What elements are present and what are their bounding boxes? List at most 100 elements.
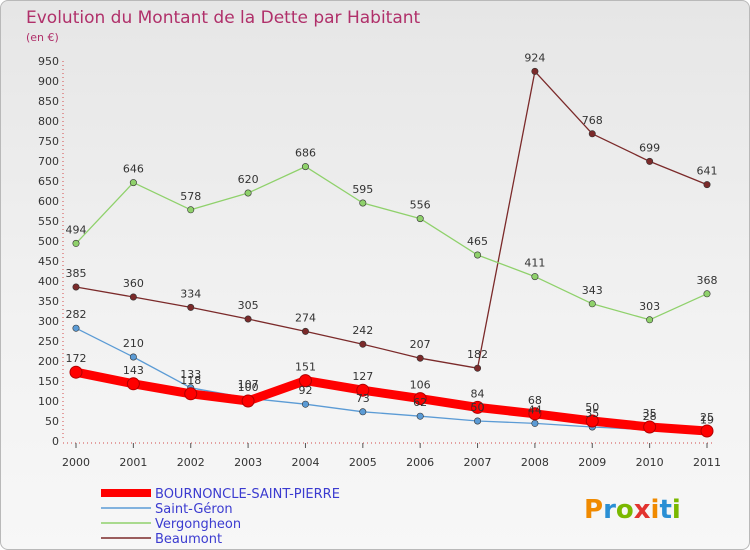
data-label: 106 — [410, 379, 431, 392]
proxiti-logo: Proxiti — [584, 495, 681, 525]
series-layer — [69, 67, 714, 438]
data-label: 19 — [700, 413, 714, 426]
series-2 — [72, 163, 711, 324]
data-label: 274 — [295, 311, 316, 324]
data-point — [356, 383, 370, 397]
data-point — [646, 316, 654, 324]
y-tick-label: 550 — [38, 215, 59, 228]
legend: BOURNONCLE-SAINT-PIERRESaint-GéronVergon… — [101, 487, 340, 547]
logo-letter: i — [672, 495, 681, 525]
data-label: 595 — [352, 183, 373, 196]
x-tick-label: 2000 — [62, 456, 90, 469]
y-tick-label: 150 — [38, 375, 59, 388]
data-label: 133 — [180, 368, 201, 381]
legend-label: Saint-Géron — [155, 502, 233, 517]
data-label: 385 — [66, 267, 87, 280]
data-point — [471, 400, 485, 414]
x-tick-label: 2008 — [521, 456, 549, 469]
data-point — [187, 206, 195, 214]
data-point — [241, 394, 255, 408]
data-label: 151 — [295, 361, 316, 374]
data-label: 182 — [467, 348, 488, 361]
x-tick-label: 2007 — [464, 456, 492, 469]
data-point — [129, 293, 137, 301]
data-label: 494 — [66, 223, 87, 236]
y-tick-label: 250 — [38, 335, 59, 348]
data-point — [528, 407, 542, 421]
data-point — [646, 157, 654, 165]
data-label: 100 — [238, 381, 259, 394]
data-label: 368 — [697, 274, 718, 287]
data-label: 556 — [410, 199, 431, 212]
y-tick-label: 450 — [38, 255, 59, 268]
y-tick-label: 900 — [38, 75, 59, 88]
data-point — [531, 67, 539, 75]
data-point — [474, 364, 482, 372]
data-point — [184, 387, 198, 401]
data-point — [531, 273, 539, 281]
data-label: 207 — [410, 338, 431, 351]
data-label: 641 — [697, 165, 718, 178]
data-label: 172 — [66, 352, 87, 365]
data-point — [703, 290, 711, 298]
data-point — [359, 408, 367, 416]
data-point — [301, 327, 309, 335]
data-label: 303 — [639, 300, 660, 313]
data-label: 343 — [582, 284, 603, 297]
data-point — [298, 374, 312, 388]
data-label: 68 — [528, 394, 542, 407]
data-label: 646 — [123, 163, 144, 176]
data-label: 50 — [585, 401, 599, 414]
series-line — [75, 70, 708, 369]
data-point — [69, 365, 83, 379]
data-point — [359, 340, 367, 348]
data-point — [244, 189, 252, 197]
y-tick-label: 700 — [38, 155, 59, 168]
data-point — [700, 424, 714, 438]
series-line — [75, 165, 708, 321]
x-tick-label: 2002 — [177, 456, 205, 469]
data-label: 118 — [180, 374, 201, 387]
logo-text: Proxiti — [584, 495, 681, 525]
data-label: 35 — [585, 407, 599, 420]
data-label: 210 — [123, 337, 144, 350]
data-point — [126, 377, 140, 391]
x-tick-label: 2001 — [119, 456, 147, 469]
y-tick-label: 350 — [38, 295, 59, 308]
data-label: 924 — [524, 51, 545, 64]
data-point — [588, 300, 596, 308]
data-label: 305 — [238, 299, 259, 312]
y-tick-label: 300 — [38, 315, 59, 328]
data-point — [474, 417, 482, 425]
data-point — [72, 239, 80, 247]
data-point — [129, 179, 137, 187]
data-point — [416, 354, 424, 362]
data-point — [643, 420, 657, 434]
logo-letter: P — [584, 495, 603, 525]
data-point — [72, 324, 80, 332]
y-tick-label: 600 — [38, 195, 59, 208]
data-label: 107 — [238, 378, 259, 391]
series-line — [75, 327, 708, 435]
data-point — [359, 199, 367, 207]
data-label: 35 — [643, 407, 657, 420]
series-line — [71, 367, 712, 436]
y-tick-label: 650 — [38, 175, 59, 188]
data-label: 44 — [528, 403, 542, 416]
data-label: 686 — [295, 147, 316, 160]
y-tick-label: 950 — [38, 55, 59, 68]
logo-letter: i — [651, 495, 660, 525]
y-tick-label: 200 — [38, 355, 59, 368]
data-point — [416, 412, 424, 420]
data-label: 73 — [356, 392, 370, 405]
data-label: 360 — [123, 277, 144, 290]
data-label: 127 — [352, 370, 373, 383]
y-tick-label: 850 — [38, 95, 59, 108]
data-point — [301, 163, 309, 171]
y-tick-label: 800 — [38, 115, 59, 128]
series-3 — [72, 67, 711, 372]
chart-title: Evolution du Montant de la Dette par Hab… — [26, 8, 421, 28]
axes: 0501001502002503003504004505005506006507… — [38, 55, 721, 469]
legend-label: BOURNONCLE-SAINT-PIERRE — [155, 487, 340, 502]
